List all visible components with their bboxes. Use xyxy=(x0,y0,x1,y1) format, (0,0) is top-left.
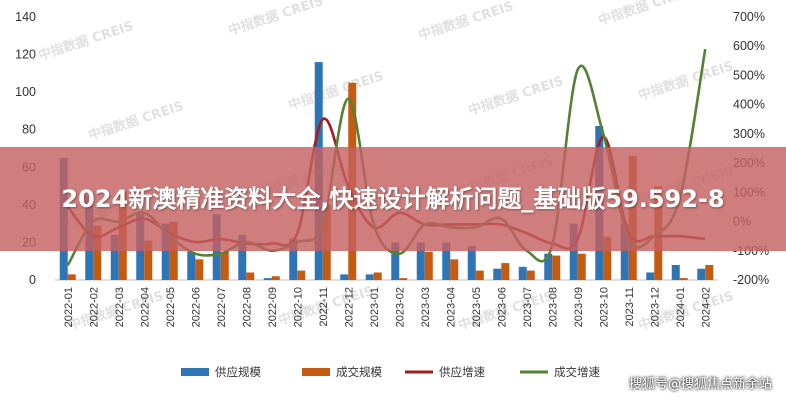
x-tick-label: 2022-01 xyxy=(63,287,75,327)
deal-bar xyxy=(577,253,586,280)
x-tick-label: 2024-01 xyxy=(675,287,687,327)
x-tick-label: 2022-06 xyxy=(190,287,202,327)
watermark-text: 中指数据 CREIS xyxy=(36,18,135,64)
y-left-tick-label: 120 xyxy=(15,48,36,62)
watermark-text: 中指数据 CREIS xyxy=(596,0,695,29)
supply-bar xyxy=(263,278,272,280)
y-right-tick-label: 300% xyxy=(733,127,765,141)
source-credit: 搜狐号@搜狐焦点新余站 xyxy=(628,377,772,392)
supply-bar xyxy=(110,234,119,280)
deal-bar xyxy=(475,270,484,280)
x-tick-label: 2023-12 xyxy=(649,287,661,327)
supply-bar xyxy=(187,251,196,280)
supply-bar xyxy=(161,223,170,280)
x-tick-label: 2022-02 xyxy=(88,287,100,327)
legend-deal-bar-label: 成交规模 xyxy=(336,365,382,379)
x-tick-label: 2023-05 xyxy=(471,287,483,327)
x-tick-label: 2022-07 xyxy=(216,287,228,327)
supply-bar xyxy=(697,268,706,280)
y-left-tick-label: 80 xyxy=(22,123,36,137)
x-tick-label: 2022-03 xyxy=(114,287,126,327)
x-tick-label: 2023-11 xyxy=(624,287,636,327)
deal-bar xyxy=(144,240,153,280)
x-axis-ticks: 2022-01 2022-02 2022-03 2022-04 2022-05 2022-… xyxy=(63,287,713,327)
watermark-text: 中指数据 CREIS xyxy=(636,58,735,104)
y-left-tick-label: 140 xyxy=(15,10,36,24)
y-right-tick-label: 400% xyxy=(733,98,765,112)
deal-bar xyxy=(93,225,102,280)
supply-bar xyxy=(544,253,553,280)
supply-bar xyxy=(671,264,680,280)
deal-bar xyxy=(399,278,408,280)
supply-bar xyxy=(569,223,578,280)
y-right-tick-label: -200% xyxy=(733,273,769,287)
x-tick-label: 2023-04 xyxy=(445,287,457,327)
y-left-tick-label: 0 xyxy=(29,273,36,287)
watermark-text: 中指数据 CREIS xyxy=(416,0,515,44)
y-right-tick-label: 700% xyxy=(733,10,765,24)
deal-bar xyxy=(297,270,306,280)
headline-text: 2024新澳精准资料大全,快速设计解析问题_基础版59.592-8 xyxy=(61,185,725,213)
x-tick-label: 2022-08 xyxy=(241,287,253,327)
x-tick-label: 2022-12 xyxy=(343,287,355,327)
watermark-text: 中指数据 CREIS xyxy=(466,73,565,119)
supply-bar xyxy=(391,242,400,280)
deal-bar xyxy=(67,274,76,280)
x-tick-label: 2023-01 xyxy=(369,287,381,327)
legend: 供应规模 成交规模 供应增速 成交增速 xyxy=(181,365,600,379)
deal-bar xyxy=(195,259,204,280)
headline-banner: 2024新澳精准资料大全,快速设计解析问题_基础版59.592-8 xyxy=(0,147,786,251)
deal-bar xyxy=(603,236,612,280)
y-right-tick-label: 500% xyxy=(733,68,765,82)
watermark-text: 中指数据 CREIS xyxy=(226,0,325,39)
supply-bar xyxy=(442,242,451,280)
supply-bar xyxy=(238,234,247,280)
supply-bar xyxy=(518,266,527,280)
supply-bar xyxy=(620,223,629,280)
x-tick-label: 2023-06 xyxy=(496,287,508,327)
supply-bar xyxy=(467,246,476,280)
deal-bar xyxy=(450,259,459,280)
deal-bar xyxy=(526,270,535,280)
legend-deal-line-label: 成交增速 xyxy=(554,365,600,379)
legend-supply-line-label: 供应增速 xyxy=(439,365,485,379)
watermark-text: 中指数据 CREIS xyxy=(86,98,185,144)
deal-bar xyxy=(424,251,433,280)
y-right-tick-label: 600% xyxy=(733,39,765,53)
deal-bar xyxy=(373,272,382,280)
deal-bar xyxy=(220,251,229,280)
deal-bar xyxy=(501,263,510,280)
supply-bar xyxy=(365,274,374,280)
supply-bar xyxy=(646,272,655,280)
x-tick-label: 2022-04 xyxy=(139,287,151,327)
x-tick-label: 2023-10 xyxy=(598,287,610,327)
legend-supply-bar-label: 供应规模 xyxy=(215,365,261,379)
supply-bar xyxy=(416,242,425,280)
x-tick-label: 2022-11 xyxy=(318,287,330,327)
watermark-text: 中指数据 CREIS xyxy=(286,68,385,114)
legend-deal-bar-swatch xyxy=(302,368,330,376)
x-tick-label: 2023-03 xyxy=(420,287,432,327)
x-tick-label: 2022-09 xyxy=(267,287,279,327)
deal-bar xyxy=(271,276,280,280)
legend-supply-bar-swatch xyxy=(181,368,209,376)
x-tick-label: 2024-02 xyxy=(700,287,712,327)
x-tick-label: 2022-10 xyxy=(292,287,304,327)
deal-bar xyxy=(705,264,714,280)
deal-bar xyxy=(679,278,688,280)
y-left-tick-label: 100 xyxy=(15,85,36,99)
x-tick-label: 2023-08 xyxy=(547,287,559,327)
deal-bar xyxy=(552,255,561,280)
supply-bar xyxy=(493,268,502,280)
x-tick-label: 2022-05 xyxy=(165,287,177,327)
x-tick-label: 2023-02 xyxy=(394,287,406,327)
supply-bar xyxy=(289,238,298,280)
deal-bar xyxy=(246,272,255,280)
x-tick-label: 2023-07 xyxy=(522,287,534,327)
x-tick-label: 2023-09 xyxy=(573,287,585,327)
supply-bar xyxy=(340,274,349,280)
